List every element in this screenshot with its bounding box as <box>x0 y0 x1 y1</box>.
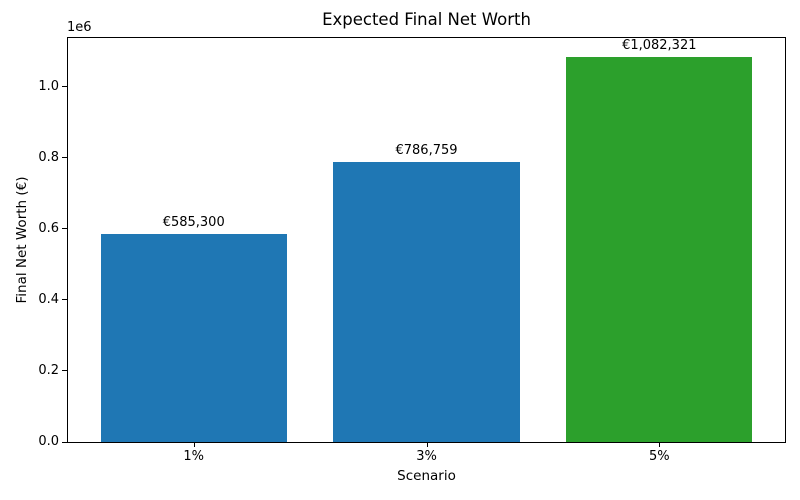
y-tick-mark <box>62 299 67 301</box>
y-tick-mark <box>62 157 67 159</box>
y-tick-label: 0.4 <box>38 291 59 307</box>
y-tick-mark <box>62 370 67 372</box>
x-tick-label: 5% <box>648 449 670 464</box>
chart-title: Expected Final Net Worth <box>322 10 531 29</box>
x-tick-mark <box>426 442 428 447</box>
bar-value-label: €585,300 <box>162 214 225 230</box>
y-tick-label: 1.0 <box>38 78 59 94</box>
y-tick-mark <box>62 228 67 230</box>
x-tick-mark <box>659 442 661 447</box>
y-tick-label: 0.6 <box>38 220 59 236</box>
x-tick-mark <box>193 442 195 447</box>
bar-1% <box>100 233 287 442</box>
y-axis-label: Final Net Worth (€) <box>14 176 30 304</box>
bar-3% <box>333 162 520 442</box>
y-tick-label: 0.0 <box>38 434 59 449</box>
y-tick-mark <box>62 441 67 443</box>
bar-value-label: €786,759 <box>395 143 458 159</box>
y-tick-mark <box>62 86 67 87</box>
y-tick-label: 0.2 <box>38 362 59 378</box>
x-tick-label: 1% <box>183 449 205 464</box>
x-axis-label: Scenario <box>397 468 456 484</box>
y-tick-label: 0.8 <box>38 149 59 165</box>
y-axis-offset-label: 1e6 <box>67 20 92 35</box>
bar-5% <box>566 57 753 442</box>
bar-value-label: €1,082,321 <box>622 38 697 54</box>
plot-area: €585,300 1% €786,759 3% €1,082,321 5% 0.0 0.2 0.… <box>38 37 786 464</box>
x-tick-label: 3% <box>416 449 437 464</box>
